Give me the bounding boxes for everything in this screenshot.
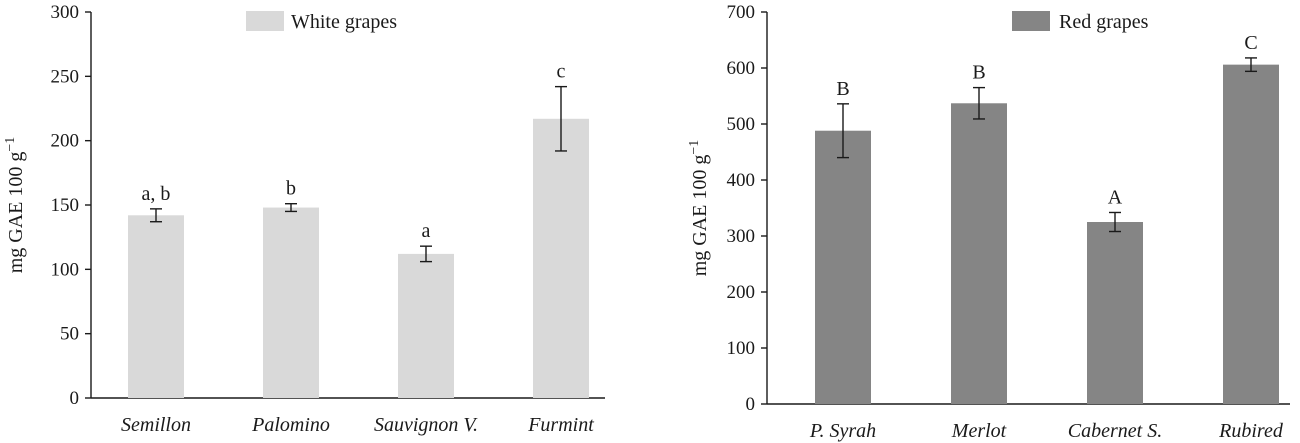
category-label: Merlot [951,420,1007,442]
bar [533,118,589,398]
category-label: Furmint [527,414,594,436]
bar [951,103,1007,404]
bar [815,130,871,404]
y-tick-label: 50 [60,324,79,345]
category-label: Palomino [251,414,330,436]
y-axis-label-main: mg GAE 100 g [5,152,27,274]
y-tick-label: 600 [727,58,756,79]
category-label: Cabernet S. [1068,420,1162,442]
y-axis-label-superscript: −1 [687,140,702,155]
bar [128,215,184,398]
significance-letter: a, b [142,183,171,205]
red-grapes-chart: 0 100 200 300 400 500 600 700 mg GAE 100 g−1 Red … [687,2,1290,442]
bar [263,207,319,398]
white-grapes-chart: 0 50 100 150 200 250 300 mg GAE 100 g−1 White gr… [3,2,605,436]
y-axis-label: mg GAE 100 g−1 [687,140,711,277]
y-tick-label: 0 [746,394,756,415]
category-label: Sauvignon V. [374,414,478,436]
y-tick-label: 200 [727,282,756,303]
category-label: Semillon [121,414,191,436]
y-tick-label: 0 [70,388,80,409]
bar [398,253,454,398]
y-tick-label: 100 [727,338,756,359]
bar [1223,64,1279,404]
significance-letter: A [1108,186,1123,208]
y-tick-label: 100 [51,259,80,280]
significance-letter: B [836,78,849,100]
category-label: P. Syrah [809,420,876,442]
y-tick-label: 300 [51,2,80,23]
y-axis-label: mg GAE 100 g−1 [3,137,27,274]
legend-label: Red grapes [1059,11,1149,33]
category-label: Rubired [1218,420,1284,442]
legend-swatch [246,11,284,31]
significance-letter: a [422,220,431,242]
y-tick-label: 250 [51,66,80,87]
legend-swatch [1012,11,1050,31]
significance-letter: B [972,62,985,84]
significance-letter: b [286,178,296,200]
y-axis-label-superscript: −1 [3,137,18,152]
y-tick-label: 200 [51,131,80,152]
significance-letter: C [1244,32,1257,54]
legend-label: White grapes [291,11,397,33]
significance-letter: c [557,61,566,83]
y-tick-label: 300 [727,226,756,247]
y-tick-label: 500 [727,114,756,135]
y-tick-label: 400 [727,170,756,191]
y-axis-label-main: mg GAE 100 g [689,155,711,277]
bar [1087,222,1143,404]
y-tick-label: 150 [51,195,80,216]
y-tick-label: 700 [727,2,756,23]
